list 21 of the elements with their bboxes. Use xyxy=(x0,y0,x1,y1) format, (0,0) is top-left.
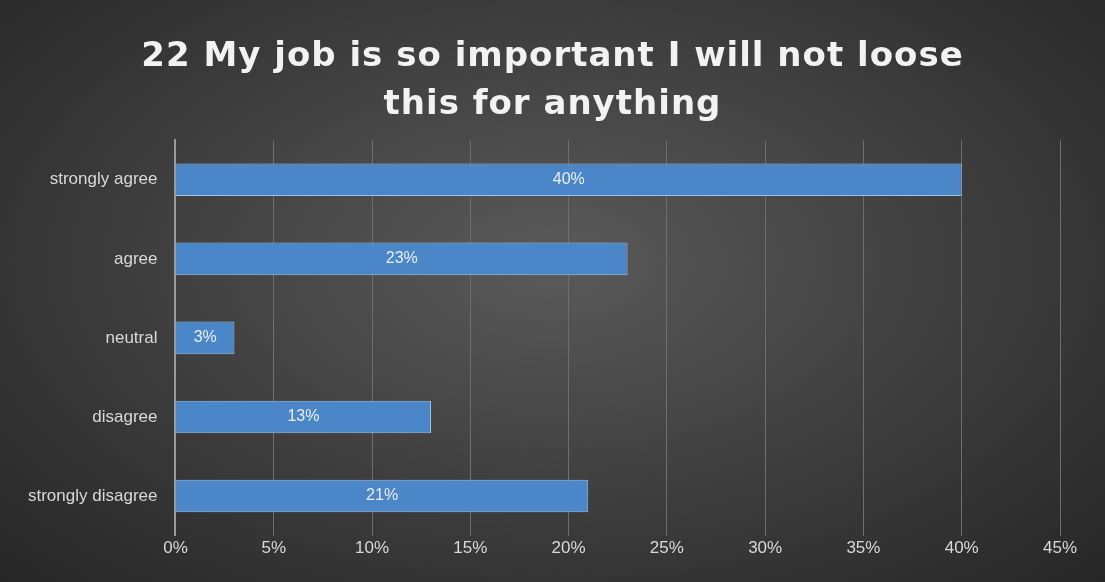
x-tick-label: 30% xyxy=(748,538,783,558)
x-tick-label: 35% xyxy=(846,538,881,558)
x-tick-label: 20% xyxy=(551,538,586,558)
x-tick-label: 5% xyxy=(261,538,287,558)
y-tick-label: disagree xyxy=(92,406,158,426)
data-label: 13% xyxy=(287,407,320,425)
x-tick-label: 40% xyxy=(944,538,979,558)
data-label: 23% xyxy=(385,249,418,267)
y-tick-label: agree xyxy=(113,248,158,268)
chart-title: 22 My job is so important I will not loose this for anything xyxy=(140,33,965,122)
y-tick-label: strongly agree xyxy=(49,169,158,189)
data-label: 21% xyxy=(366,486,399,504)
x-tick-label: 45% xyxy=(1042,538,1078,558)
y-tick-label: neutral xyxy=(105,327,158,347)
data-label: 40% xyxy=(552,170,585,188)
y-tick-label: strongly disagree xyxy=(27,485,158,505)
x-tick-label: 15% xyxy=(453,538,488,558)
x-tick-label: 10% xyxy=(355,538,390,558)
data-label: 3% xyxy=(193,328,217,346)
x-tick-label: 0% xyxy=(163,538,188,558)
x-tick-label: 25% xyxy=(649,538,684,558)
